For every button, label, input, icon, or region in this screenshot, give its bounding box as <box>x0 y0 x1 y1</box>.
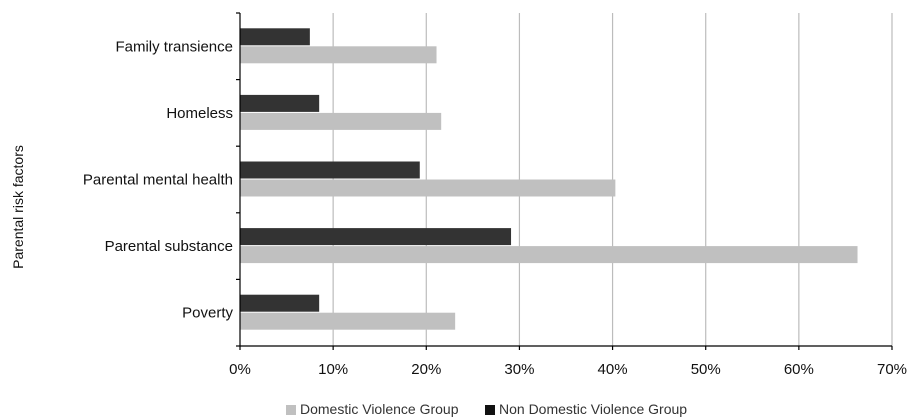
bar-domestic-violence <box>240 112 442 130</box>
x-tick-label: 50% <box>691 361 721 378</box>
bars <box>240 28 858 330</box>
bar-non-domestic-violence <box>240 294 320 312</box>
axes <box>236 12 893 350</box>
legend: Domestic Violence Group Non Domestic Vio… <box>0 399 910 419</box>
x-tick-label: 70% <box>877 361 907 378</box>
category-label: Family transience <box>115 38 233 55</box>
legend-swatch-gray <box>286 405 296 415</box>
x-tick-label: 40% <box>598 361 628 378</box>
x-tick-label: 10% <box>318 361 348 378</box>
category-label: Poverty <box>182 305 233 322</box>
legend-label: Non Domestic Violence Group <box>499 401 688 417</box>
bar-domestic-violence <box>240 46 437 64</box>
x-tick-label: 20% <box>411 361 441 378</box>
legend-item-domestic-violence: Domestic Violence Group <box>286 401 458 417</box>
legend-label: Domestic Violence Group <box>300 401 459 417</box>
x-tick-label: 60% <box>784 361 814 378</box>
legend-item-non-domestic-violence: Non Domestic Violence Group <box>485 401 687 417</box>
bar-non-domestic-violence <box>240 161 420 179</box>
category-label: Parental substance <box>105 238 233 255</box>
bar-chart: 0% 10% 20% 30% 40% 50% 60% 70% Family transienc… <box>10 12 907 378</box>
category-labels: Family transience Homeless Parental mental… <box>83 38 234 321</box>
x-tick-label: 0% <box>229 361 251 378</box>
x-tick-labels: 0% 10% 20% 30% 40% 50% 60% 70% <box>229 361 907 378</box>
x-tick-label: 30% <box>504 361 534 378</box>
bar-domestic-violence <box>240 246 858 264</box>
bar-non-domestic-violence <box>240 28 310 46</box>
bar-non-domestic-violence <box>240 94 320 112</box>
y-axis-label: Parental risk factors <box>10 145 26 269</box>
category-label: Homeless <box>166 105 233 122</box>
bar-domestic-violence <box>240 179 616 197</box>
category-label: Parental mental health <box>83 172 233 189</box>
bar-domestic-violence <box>240 312 456 330</box>
bar-non-domestic-violence <box>240 228 512 246</box>
legend-swatch-black <box>485 405 495 415</box>
